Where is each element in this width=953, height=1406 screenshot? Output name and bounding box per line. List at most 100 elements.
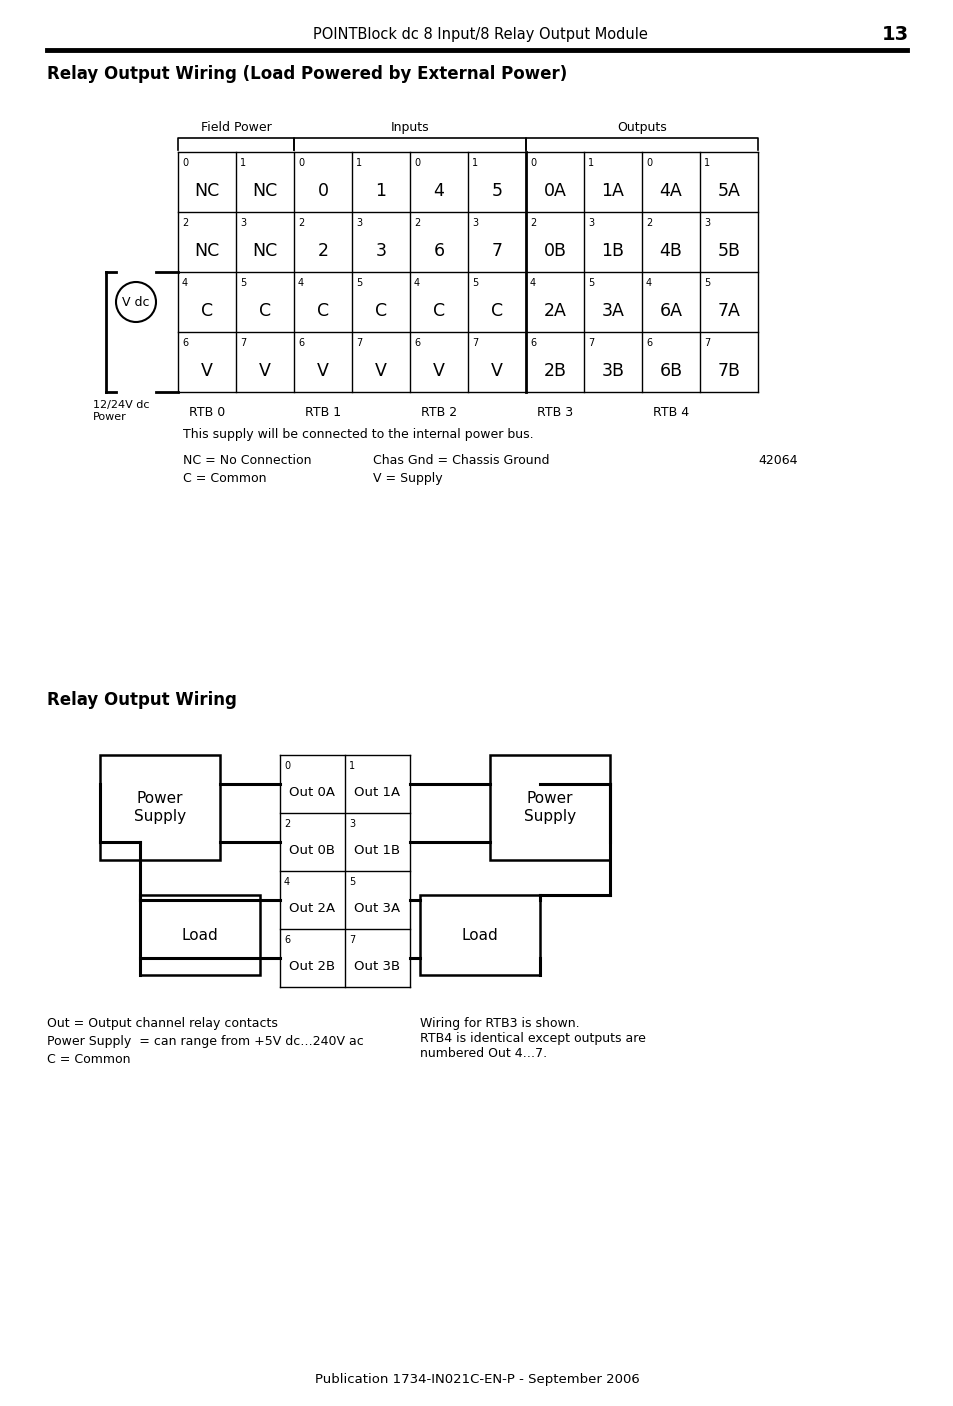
Text: V: V — [433, 361, 444, 380]
Text: Field Power: Field Power — [200, 121, 271, 134]
Text: Relay Output Wiring (Load Powered by External Power): Relay Output Wiring (Load Powered by Ext… — [47, 65, 567, 83]
Text: Power
Supply: Power Supply — [523, 792, 576, 824]
Text: 3B: 3B — [601, 361, 624, 380]
Text: POINTBlock dc 8 Input/8 Relay Output Module: POINTBlock dc 8 Input/8 Relay Output Mod… — [313, 28, 647, 42]
Text: 1: 1 — [703, 157, 709, 167]
Text: 6: 6 — [284, 935, 290, 945]
Text: 6: 6 — [433, 242, 444, 260]
Text: V: V — [201, 361, 213, 380]
Text: Out 0A: Out 0A — [289, 786, 335, 799]
Text: 6B: 6B — [659, 361, 681, 380]
Text: 7: 7 — [349, 935, 355, 945]
Text: 1: 1 — [240, 157, 246, 167]
Text: C: C — [375, 302, 387, 321]
Text: 2: 2 — [414, 218, 420, 228]
Text: Outputs: Outputs — [617, 121, 666, 134]
Text: 3: 3 — [703, 218, 709, 228]
Text: 1B: 1B — [601, 242, 624, 260]
Text: Relay Output Wiring: Relay Output Wiring — [47, 690, 236, 709]
Text: 6: 6 — [645, 337, 652, 349]
Text: 4: 4 — [297, 278, 304, 288]
Text: 5B: 5B — [717, 242, 740, 260]
Text: RTB 2: RTB 2 — [420, 406, 456, 419]
Text: 3: 3 — [349, 820, 355, 830]
Text: 1A: 1A — [601, 181, 624, 200]
Text: 5: 5 — [240, 278, 246, 288]
Text: NC: NC — [194, 181, 219, 200]
Text: Out 3A: Out 3A — [355, 903, 400, 915]
Text: 5: 5 — [491, 181, 502, 200]
Text: 7: 7 — [472, 337, 477, 349]
Text: NC: NC — [253, 181, 277, 200]
Text: 0A: 0A — [543, 181, 566, 200]
Text: 7B: 7B — [717, 361, 740, 380]
Text: 1: 1 — [472, 157, 477, 167]
Text: 5: 5 — [349, 877, 355, 887]
Text: 2: 2 — [182, 218, 188, 228]
Text: 6: 6 — [414, 337, 419, 349]
Text: C: C — [316, 302, 329, 321]
Text: 0: 0 — [182, 157, 188, 167]
Text: 13: 13 — [881, 25, 907, 45]
Text: 1: 1 — [355, 157, 362, 167]
Text: 2: 2 — [317, 242, 328, 260]
Text: 2: 2 — [284, 820, 290, 830]
Text: 7: 7 — [491, 242, 502, 260]
Text: Chas Gnd = Chassis Ground: Chas Gnd = Chassis Ground — [373, 454, 549, 467]
Text: Wiring for RTB3 is shown.
RTB4 is identical except outputs are
numbered Out 4…7.: Wiring for RTB3 is shown. RTB4 is identi… — [419, 1017, 645, 1060]
Text: 4: 4 — [433, 181, 444, 200]
Text: RTB 0: RTB 0 — [189, 406, 225, 419]
Text: 3A: 3A — [601, 302, 624, 321]
Text: 3: 3 — [587, 218, 594, 228]
Text: 4A: 4A — [659, 181, 681, 200]
Text: V: V — [375, 361, 387, 380]
Text: Inputs: Inputs — [391, 121, 429, 134]
Text: RTB 4: RTB 4 — [652, 406, 688, 419]
Text: 7: 7 — [587, 337, 594, 349]
Text: 1: 1 — [375, 181, 386, 200]
Bar — [419, 896, 539, 974]
Text: V: V — [316, 361, 329, 380]
Bar — [140, 896, 260, 974]
Text: 5A: 5A — [717, 181, 740, 200]
Text: This supply will be connected to the internal power bus.: This supply will be connected to the int… — [183, 427, 533, 441]
Text: 6A: 6A — [659, 302, 681, 321]
Text: 6: 6 — [297, 337, 304, 349]
Text: 2: 2 — [297, 218, 304, 228]
Text: 4: 4 — [530, 278, 536, 288]
Text: C = Common: C = Common — [183, 472, 266, 485]
Text: 5: 5 — [703, 278, 709, 288]
Text: NC: NC — [194, 242, 219, 260]
Text: 6: 6 — [182, 337, 188, 349]
Text: 5: 5 — [472, 278, 477, 288]
Text: 4: 4 — [284, 877, 290, 887]
Text: 0: 0 — [645, 157, 652, 167]
Bar — [490, 755, 609, 860]
Text: Out 2B: Out 2B — [289, 960, 335, 973]
Text: 2A: 2A — [543, 302, 566, 321]
Text: Out 1A: Out 1A — [355, 786, 400, 799]
Text: 0: 0 — [284, 761, 290, 770]
Text: 0B: 0B — [543, 242, 566, 260]
Text: 6: 6 — [530, 337, 536, 349]
Text: V dc: V dc — [122, 295, 150, 308]
Text: 3: 3 — [240, 218, 246, 228]
Text: 0: 0 — [414, 157, 419, 167]
Text: 2: 2 — [645, 218, 652, 228]
Text: C: C — [258, 302, 271, 321]
Text: 4: 4 — [182, 278, 188, 288]
Text: Load: Load — [181, 928, 218, 942]
Text: 2: 2 — [530, 218, 536, 228]
Text: 0: 0 — [297, 157, 304, 167]
Text: 3: 3 — [472, 218, 477, 228]
Text: C: C — [201, 302, 213, 321]
Text: C: C — [433, 302, 445, 321]
Text: 1: 1 — [349, 761, 355, 770]
Text: Load: Load — [461, 928, 497, 942]
Text: Publication 1734-IN021C-EN-P - September 2006: Publication 1734-IN021C-EN-P - September… — [314, 1374, 639, 1386]
Text: 4: 4 — [414, 278, 419, 288]
Text: Out 2A: Out 2A — [289, 903, 335, 915]
Text: 5: 5 — [587, 278, 594, 288]
Text: Out 0B: Out 0B — [289, 844, 335, 858]
Text: 7A: 7A — [717, 302, 740, 321]
